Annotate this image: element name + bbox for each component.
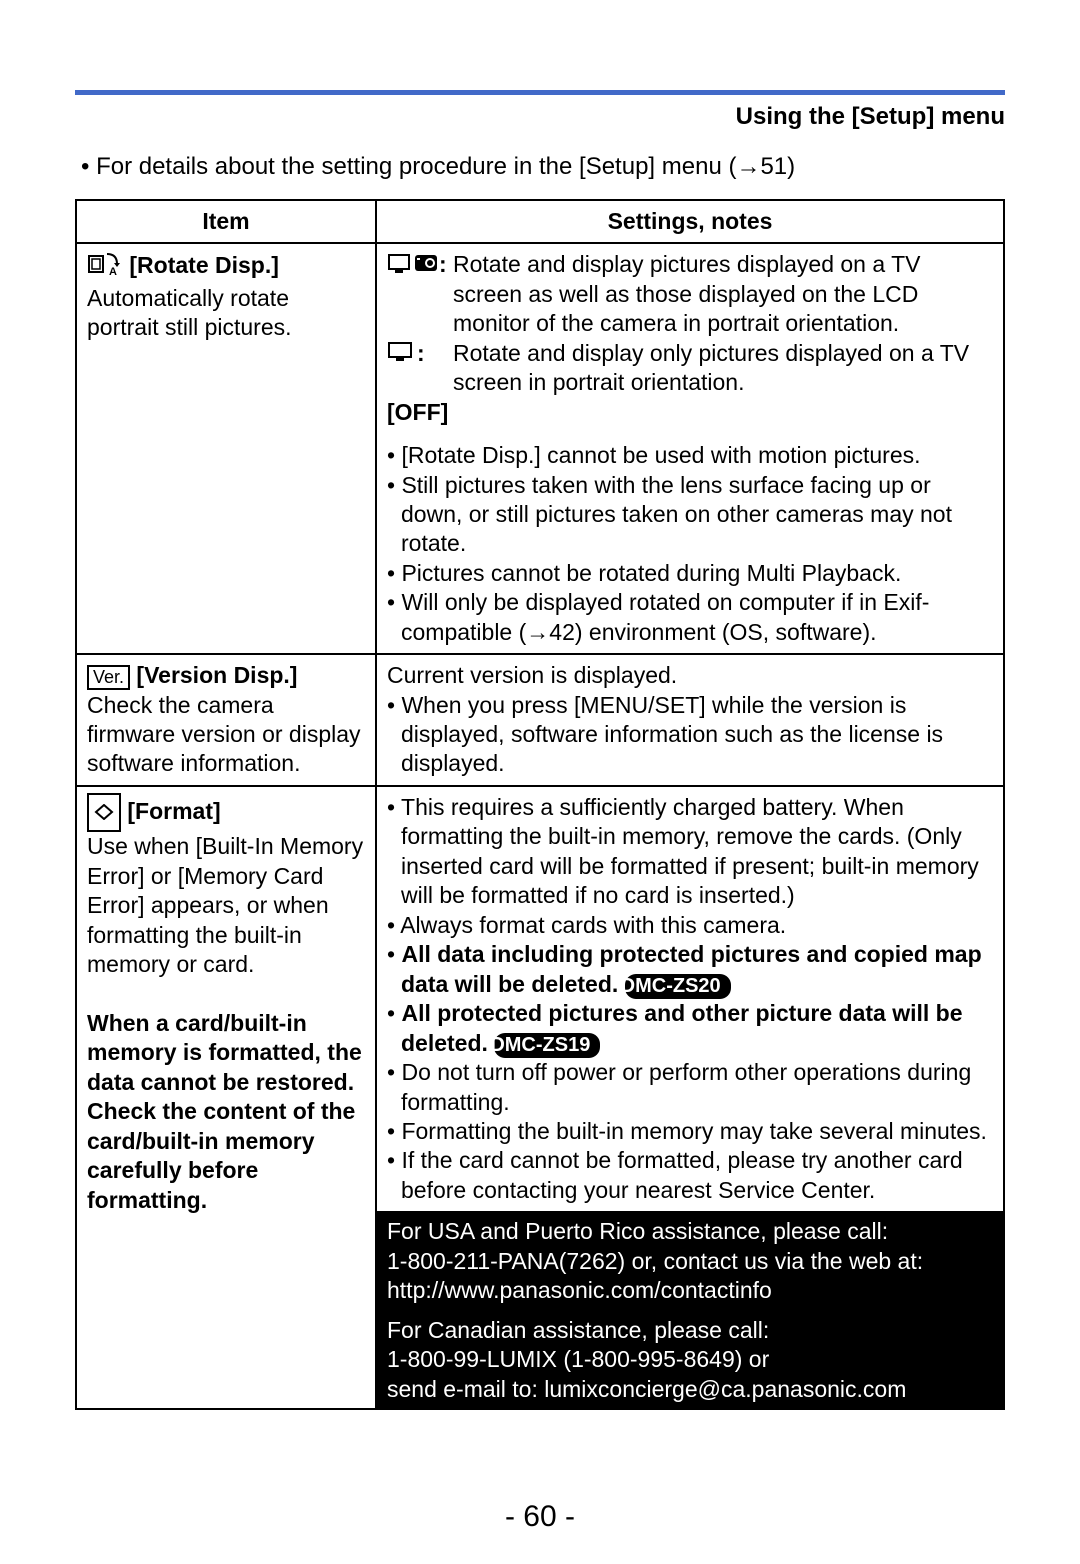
format-desc1: Use when [Built-In Memory Error] or [Mem…	[87, 833, 363, 977]
format-desc2: When a card/built-in memory is formatted…	[87, 1010, 362, 1213]
settings-cell-version: Current version is displayed. • When you…	[376, 654, 1004, 786]
format-notes-block: • This requires a sufficiently charged b…	[377, 787, 1003, 1211]
page-number: - 60 -	[75, 1500, 1005, 1534]
rotate-disp-title: [Rotate Disp.]	[129, 252, 279, 278]
intro-text: • For details about the setting procedur…	[75, 153, 1005, 181]
version-title: [Version Disp.]	[136, 662, 297, 688]
table-row: [Format] Use when [Built-In Memory Error…	[76, 786, 1004, 1409]
rotate-off-label: [OFF]	[387, 398, 993, 427]
format-icon	[87, 793, 121, 832]
list-item: Will only be displayed rotated on comput…	[387, 588, 993, 647]
header-rule	[75, 90, 1005, 95]
model-badge-zs19: DMC-ZS19	[494, 1033, 600, 1059]
model-badge-zs20: DMC-ZS20	[625, 974, 731, 1000]
rotate-disp-desc: Automatically rotate portrait still pict…	[87, 285, 292, 340]
rotate-notes-list: [Rotate Disp.] cannot be used with motio…	[387, 441, 993, 647]
item-cell-version: Ver. [Version Disp.] Check the camera fi…	[76, 654, 376, 786]
format-n1: This requires a sufficiently charged bat…	[401, 794, 979, 908]
format-n5: Do not turn off power or perform other o…	[401, 1059, 971, 1114]
format-n7: If the card cannot be formatted, please …	[401, 1147, 963, 1202]
canada-assistance-box: For Canadian assistance, please call: 1-…	[377, 1312, 1003, 1408]
table-row: A [Rotate Disp.] Automatically rotate po…	[76, 243, 1004, 654]
usa-line1: For USA and Puerto Rico assistance, plea…	[387, 1218, 888, 1244]
rotate-disp-icon: A	[87, 250, 123, 283]
rotate-opt2-text: Rotate and display only pictures display…	[453, 339, 993, 398]
table-row: Ver. [Version Disp.] Check the camera fi…	[76, 654, 1004, 786]
version-icon: Ver.	[87, 665, 130, 690]
table-header-row: Item Settings, notes	[76, 200, 1004, 243]
format-n6: Formatting the built-in memory may take …	[401, 1118, 986, 1144]
settings-table: Item Settings, notes A [Rotate Disp.] Au…	[75, 199, 1005, 1410]
item-cell-rotate: A [Rotate Disp.] Automatically rotate po…	[76, 243, 376, 654]
svg-text:A: A	[109, 266, 117, 276]
version-desc: Check the camera firmware version or dis…	[87, 692, 361, 777]
format-n2: Always format cards with this camera.	[400, 912, 786, 938]
settings-cell-format: • This requires a sufficiently charged b…	[376, 786, 1004, 1409]
tv-only-icon	[387, 339, 417, 370]
col-header-item: Item	[76, 200, 376, 243]
rotate-opt1-text: Rotate and display pictures displayed on…	[453, 250, 993, 338]
usa-line3: http://www.panasonic.com/contactinfo	[387, 1277, 772, 1303]
list-item: Pictures cannot be rotated during Multi …	[387, 559, 993, 588]
can-line2: 1-800-99-LUMIX (1-800-995-8649) or	[387, 1346, 769, 1372]
usa-assistance-box: For USA and Puerto Rico assistance, plea…	[377, 1213, 1003, 1309]
version-line2: When you press [MENU/SET] while the vers…	[401, 692, 943, 777]
tv-camera-icon	[387, 251, 439, 282]
can-line1: For Canadian assistance, please call:	[387, 1317, 769, 1343]
version-line1: Current version is displayed.	[387, 662, 677, 688]
format-title: [Format]	[127, 798, 220, 824]
header-title: Using the [Setup] menu	[75, 103, 1005, 131]
can-line3: send e-mail to: lumixconcierge@ca.panaso…	[387, 1376, 906, 1402]
settings-cell-rotate: : Rotate and display pictures displayed …	[376, 243, 1004, 654]
item-cell-format: [Format] Use when [Built-In Memory Error…	[76, 786, 376, 1409]
page-container: Using the [Setup] menu • For details abo…	[0, 0, 1080, 1564]
list-item: [Rotate Disp.] cannot be used with motio…	[387, 441, 993, 470]
format-n4a: All protected pictures and other picture…	[401, 1000, 963, 1055]
usa-line2: 1-800-211-PANA(7262) or, contact us via …	[387, 1248, 923, 1274]
list-item: Still pictures taken with the lens surfa…	[387, 471, 993, 559]
col-header-settings: Settings, notes	[376, 200, 1004, 243]
